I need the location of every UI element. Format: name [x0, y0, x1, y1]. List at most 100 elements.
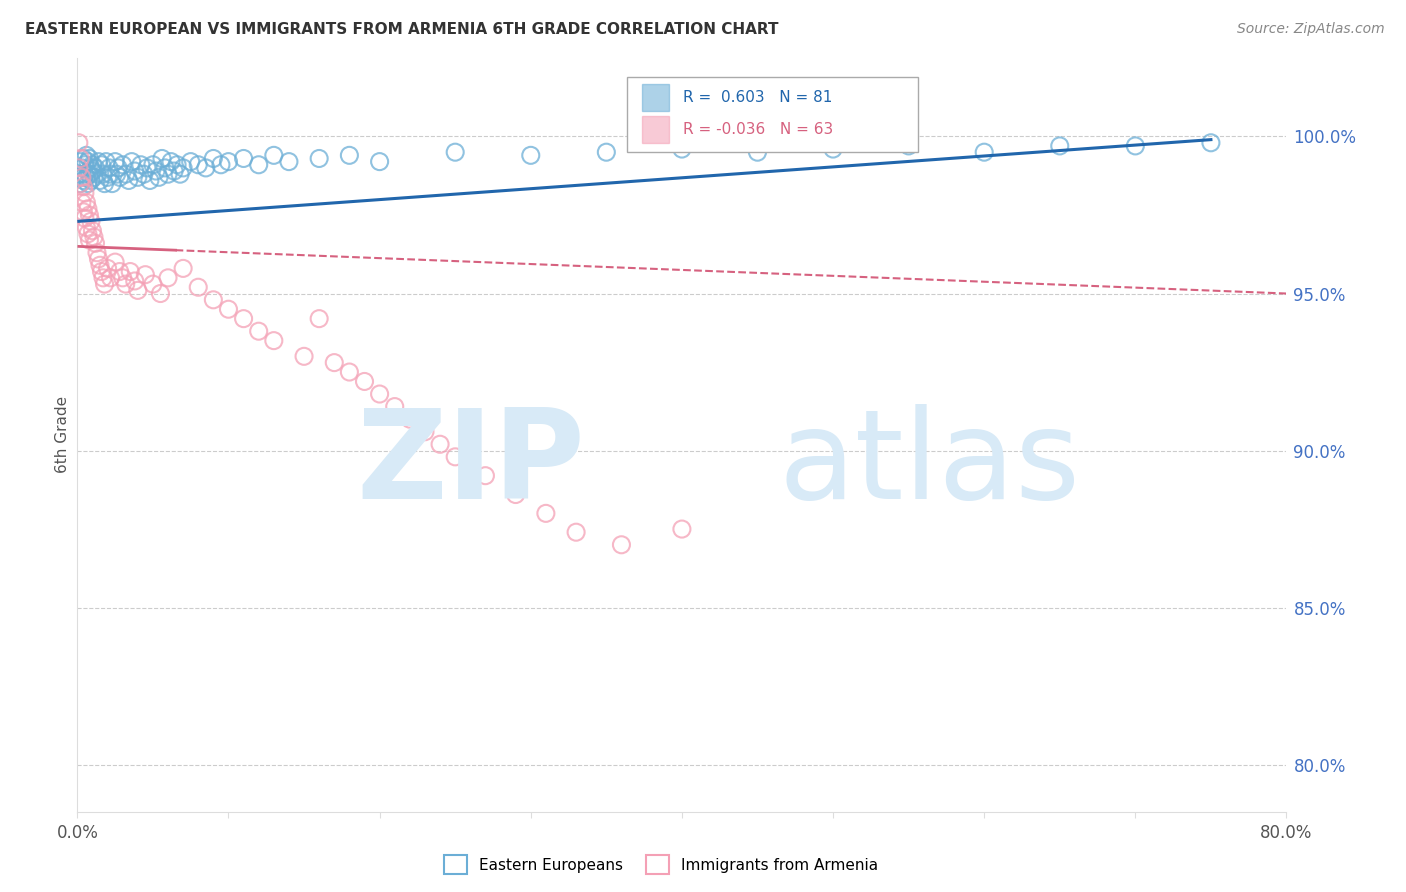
Point: [218, 302, 240, 317]
Point: [534, 507, 557, 521]
Point: [89, 173, 111, 187]
Point: [75, 170, 97, 185]
Point: [73, 186, 96, 200]
Point: [339, 365, 360, 379]
Point: [104, 255, 127, 269]
Point: [75, 148, 97, 162]
Point: [80, 161, 103, 175]
Point: [120, 264, 142, 278]
Point: [134, 268, 156, 282]
Point: [232, 152, 254, 166]
Point: [67, 136, 90, 150]
Point: [69, 177, 91, 191]
Point: [90, 264, 112, 278]
Point: [79, 233, 101, 247]
Point: [139, 173, 162, 187]
Point: [505, 487, 527, 501]
Point: [77, 177, 100, 191]
Point: [209, 158, 232, 172]
Point: [166, 158, 188, 172]
Point: [87, 252, 110, 266]
Point: [127, 170, 149, 185]
Point: [80, 214, 103, 228]
Point: [308, 152, 330, 166]
Point: [292, 349, 315, 363]
Point: [114, 277, 136, 291]
Point: [72, 152, 94, 166]
Point: [194, 161, 217, 175]
Point: [82, 224, 104, 238]
Point: [444, 450, 467, 464]
Point: [278, 154, 301, 169]
Point: [263, 148, 285, 162]
Point: [77, 154, 100, 169]
Point: [69, 152, 91, 166]
Point: [77, 202, 100, 216]
Point: [69, 177, 91, 191]
Point: [973, 145, 995, 160]
Point: [111, 158, 134, 172]
Point: [180, 154, 202, 169]
Point: [87, 154, 110, 169]
Point: [444, 145, 467, 160]
Point: [172, 161, 194, 175]
Point: [149, 286, 172, 301]
Point: [429, 437, 451, 451]
Point: [520, 148, 543, 162]
Point: [169, 167, 191, 181]
Point: [232, 311, 254, 326]
Point: [142, 158, 165, 172]
Point: [93, 277, 115, 291]
Point: [127, 284, 149, 298]
Point: [157, 167, 180, 181]
Point: [610, 538, 633, 552]
Point: [132, 167, 155, 181]
Point: [86, 245, 108, 260]
Text: atlas: atlas: [779, 404, 1081, 525]
Point: [67, 167, 90, 181]
Point: [1049, 139, 1071, 153]
Point: [82, 164, 104, 178]
Point: [399, 412, 422, 426]
Point: [323, 356, 346, 370]
Point: [413, 425, 436, 439]
Text: R = -0.036   N = 63: R = -0.036 N = 63: [683, 122, 834, 137]
Point: [73, 167, 96, 181]
Point: [135, 161, 157, 175]
Point: [142, 277, 165, 291]
Point: [308, 311, 330, 326]
Point: [368, 387, 391, 401]
Point: [86, 167, 108, 181]
Point: [218, 154, 240, 169]
Point: [108, 170, 131, 185]
Point: [247, 158, 270, 172]
Point: [70, 170, 93, 185]
Point: [118, 173, 141, 187]
Point: [79, 208, 101, 222]
Point: [121, 154, 143, 169]
Point: [100, 167, 122, 181]
Point: [101, 177, 124, 191]
Point: [148, 170, 170, 185]
Point: [897, 139, 920, 153]
Point: [73, 211, 96, 226]
Point: [823, 142, 845, 156]
Point: [72, 173, 94, 187]
Point: [163, 164, 186, 178]
Point: [79, 152, 101, 166]
Point: [124, 164, 146, 178]
Point: [70, 161, 93, 175]
Point: [69, 154, 91, 169]
Point: [111, 270, 134, 285]
Point: [94, 154, 117, 169]
Point: [202, 152, 225, 166]
Point: [153, 161, 176, 175]
Point: [187, 280, 209, 294]
Point: [104, 154, 127, 169]
Point: [93, 177, 115, 191]
Point: [96, 170, 118, 185]
Point: [84, 161, 107, 175]
Point: [84, 236, 107, 251]
Point: [150, 152, 173, 166]
Point: [70, 170, 93, 185]
